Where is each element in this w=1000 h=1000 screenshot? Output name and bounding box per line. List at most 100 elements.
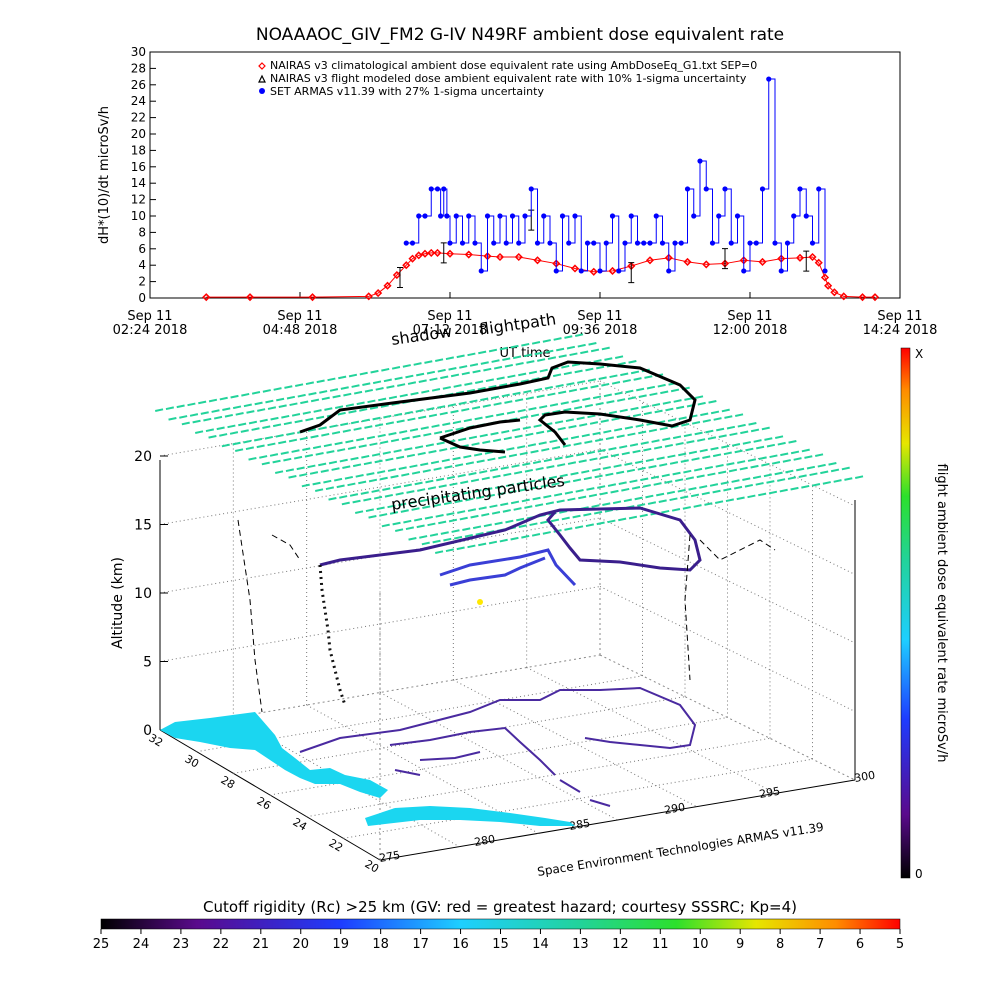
particle-dash [155, 408, 164, 412]
particle-dash [524, 468, 533, 473]
latitude-tick-label: 26 [255, 794, 274, 812]
particle-dash [496, 376, 505, 381]
particle-dash [480, 397, 489, 402]
particle-dash [628, 360, 637, 364]
particle-dash [523, 353, 532, 358]
particle-dash [364, 388, 373, 393]
particle-dash [608, 447, 617, 451]
point-armas [753, 240, 759, 246]
particle-dash [360, 491, 369, 495]
particle-dash [342, 465, 351, 470]
particle-dash [272, 423, 282, 428]
point-armas [453, 213, 459, 219]
particle-dash [364, 425, 373, 429]
particle-dash [345, 439, 354, 444]
longitude-tick-label: 295 [758, 785, 781, 801]
particle-dash [403, 483, 412, 488]
particle-dash [456, 354, 465, 359]
particle-dash [289, 402, 298, 407]
particle-dash [415, 445, 424, 449]
particle-dash [425, 479, 434, 484]
particle-dash [526, 360, 535, 364]
particle-dash [634, 496, 643, 501]
particle-dash [352, 463, 362, 468]
particle-dash [500, 502, 509, 507]
point-armas [647, 240, 653, 246]
particle-dash [539, 405, 548, 409]
particle-dash [739, 466, 748, 471]
particle-dash [473, 452, 483, 457]
timeseries-marks [202, 76, 880, 302]
particle-dash [342, 429, 351, 433]
particle-dash [256, 444, 265, 449]
particle-dash [312, 445, 322, 450]
particle-dash [564, 335, 573, 339]
particle-dash [531, 341, 541, 345]
point-armas [803, 213, 809, 219]
particle-dash [508, 453, 518, 458]
particle-dash [705, 429, 714, 434]
particle-dash [508, 490, 517, 494]
particle-dash [407, 381, 417, 385]
particle-dash [355, 474, 364, 478]
particle-dash [340, 422, 349, 427]
particle-dash [577, 380, 586, 384]
particle-dash [442, 386, 451, 390]
particle-dash [758, 492, 767, 497]
particle-dash [566, 345, 576, 350]
particle-dash [690, 493, 700, 498]
particle-dash [801, 448, 810, 453]
particle-dash [248, 420, 258, 425]
particle-dash [418, 379, 427, 383]
particle-dash [828, 462, 837, 466]
particle-dash [408, 537, 417, 541]
particle-dash [402, 364, 411, 368]
particle-dash [648, 428, 658, 433]
particle-dash [241, 392, 250, 397]
point-nairas-climatological [402, 261, 411, 270]
particle-dash [648, 465, 657, 469]
particle-dash [591, 504, 600, 508]
particle-dash [645, 494, 654, 499]
particle-dash [576, 452, 585, 457]
particle-dash [397, 383, 406, 387]
particle-dash [318, 426, 327, 430]
point-nairas-climatological [824, 281, 833, 290]
particle-dash [510, 500, 520, 505]
particle-dash [404, 447, 413, 451]
particle-dash [761, 426, 770, 431]
particle-dash [451, 529, 460, 533]
point-armas [438, 213, 444, 219]
particle-dash [678, 452, 687, 457]
particle-dash [326, 450, 335, 454]
particle-dash [371, 453, 381, 457]
particle-dash [386, 385, 395, 389]
particle-dash [567, 497, 576, 502]
particle-dash [369, 442, 378, 447]
particle-dash [418, 415, 427, 420]
particle-dash [310, 434, 319, 439]
particle-dash [318, 462, 327, 467]
point-armas [784, 240, 791, 246]
particle-dash [672, 435, 682, 440]
rigidity-tick-label: 24 [133, 937, 150, 952]
particle-dash [817, 463, 826, 468]
particle-dash [627, 396, 637, 400]
particle-dash [470, 478, 480, 483]
particle-dash [356, 437, 365, 442]
particle-dash [283, 457, 292, 462]
flightpath-climb-dots [318, 564, 347, 706]
particle-dash [620, 372, 629, 377]
particle-dash [651, 439, 660, 443]
particle-dash [585, 523, 595, 528]
particle-dash [372, 416, 381, 421]
particle-dash [579, 423, 588, 427]
particle-dash [522, 426, 531, 430]
particle-dash [492, 474, 501, 479]
particle-dash [811, 483, 821, 487]
particle-dash [447, 403, 457, 407]
particle-dash [755, 482, 764, 486]
particle-dash [586, 487, 595, 491]
particle-dash [766, 443, 776, 448]
grid-line [196, 675, 643, 753]
